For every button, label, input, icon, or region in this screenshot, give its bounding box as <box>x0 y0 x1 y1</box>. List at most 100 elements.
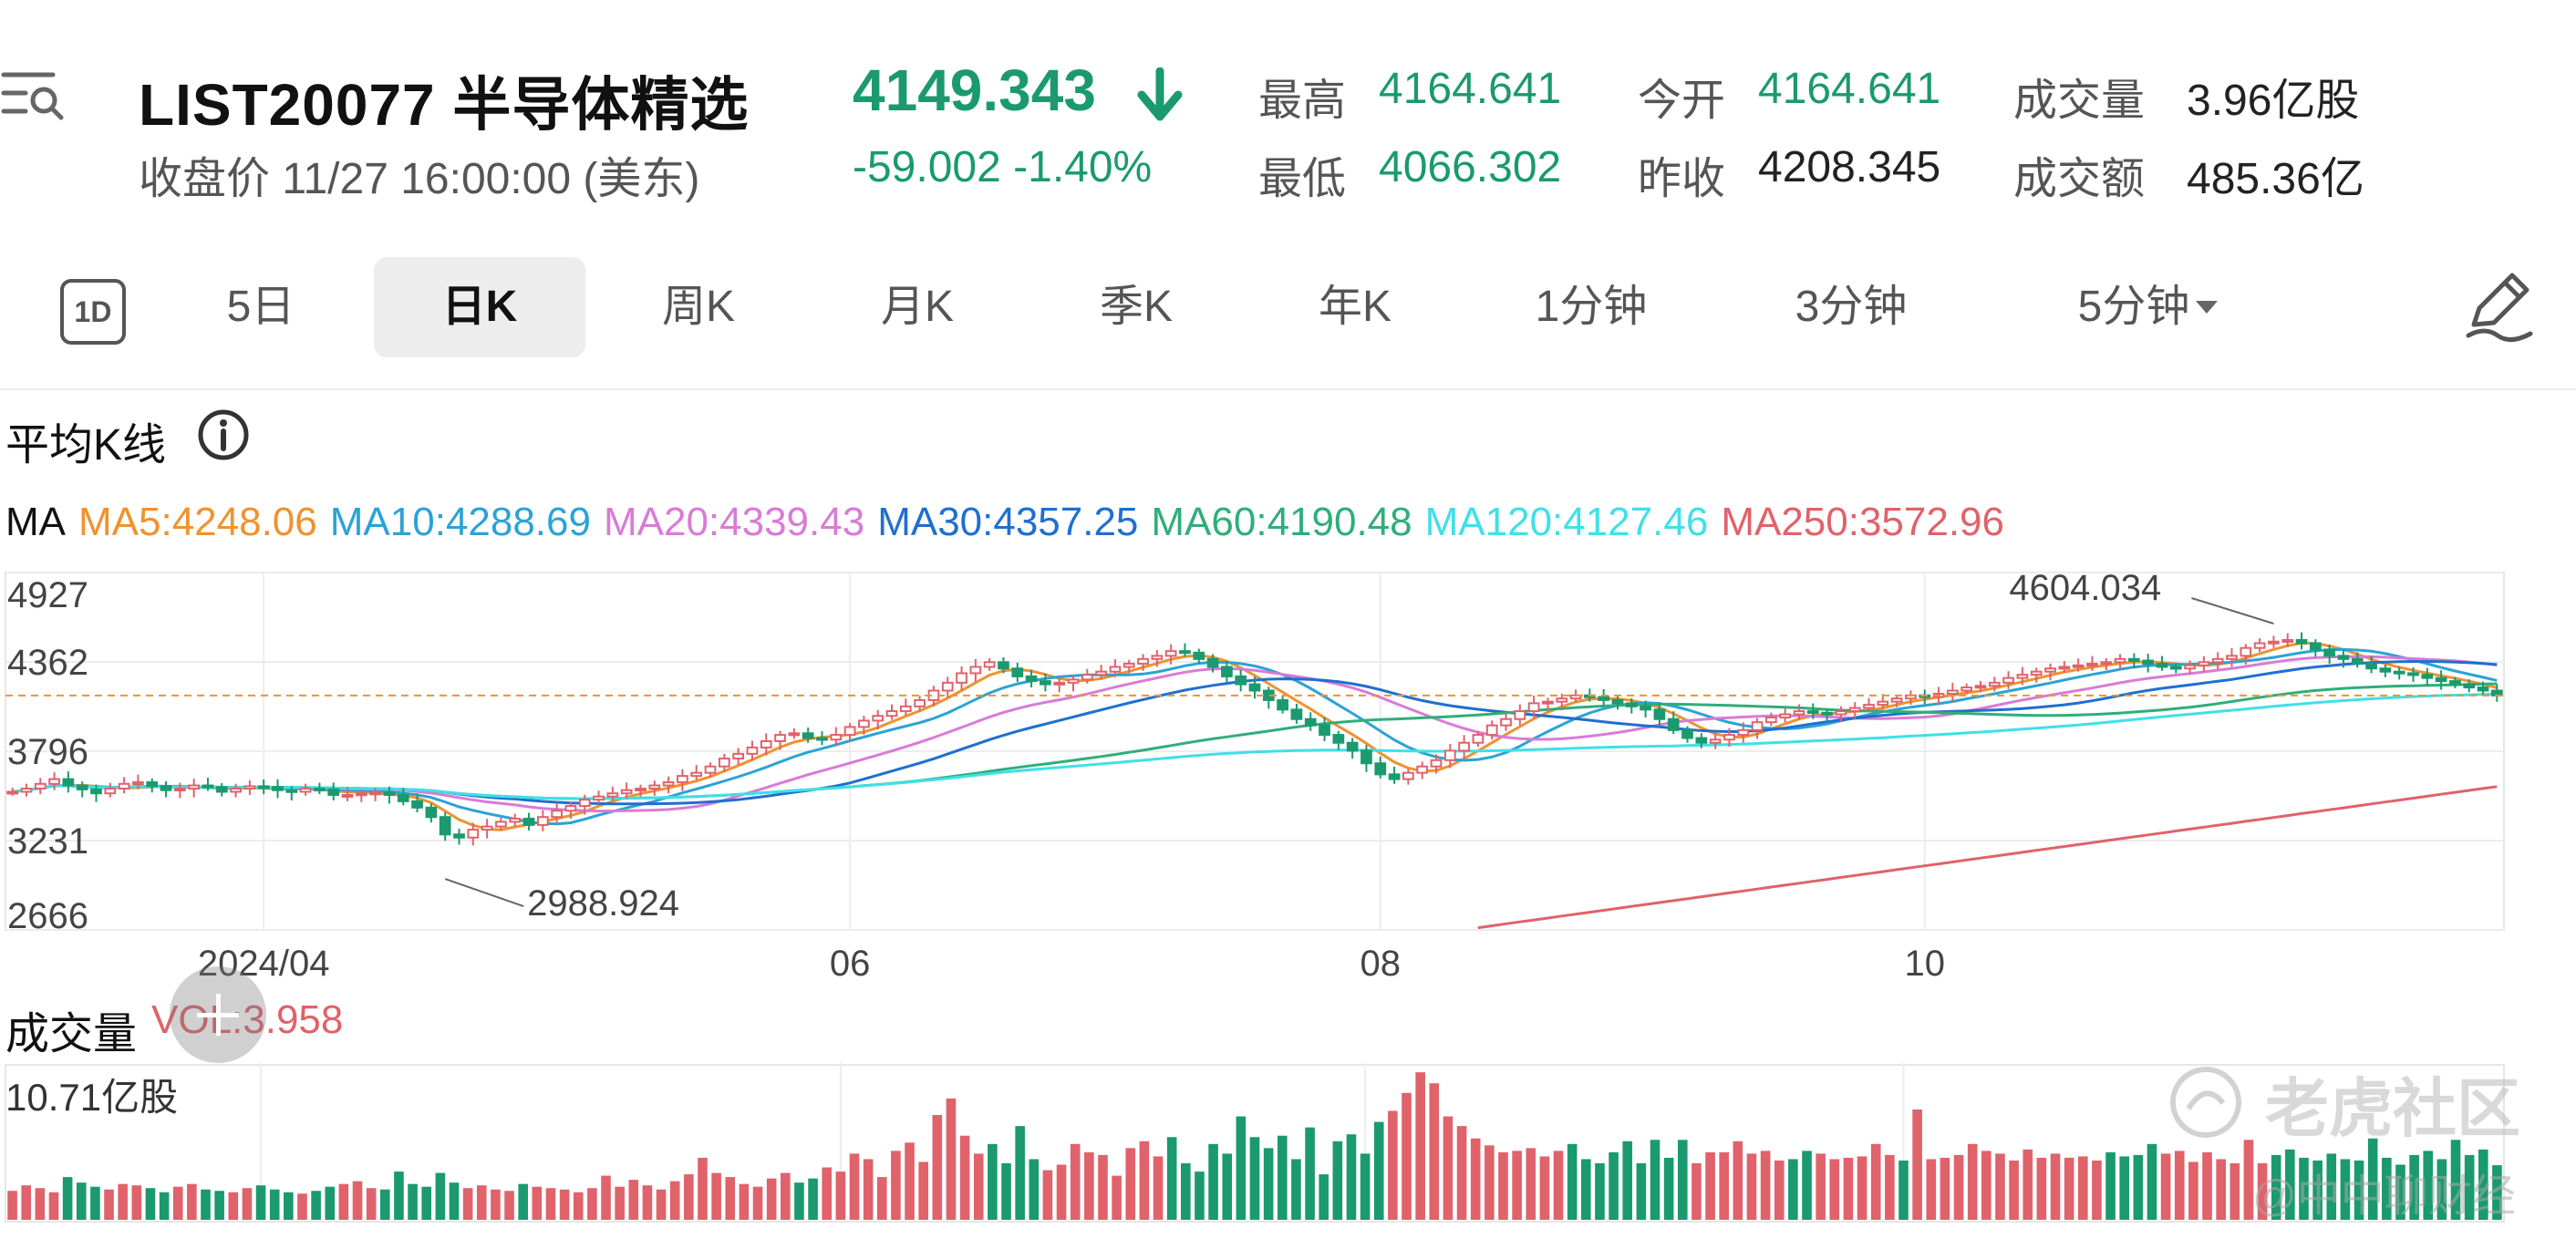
volume-bar <box>1098 1154 1108 1220</box>
volume-bar <box>1760 1151 1771 1220</box>
volume-bar <box>752 1186 763 1220</box>
volume-bar <box>2133 1154 2144 1220</box>
candle-body <box>1527 702 1540 713</box>
volume-bar <box>1829 1159 1840 1220</box>
candle-body <box>1695 737 1708 744</box>
candle-body <box>2337 655 2350 660</box>
tab-yearly-k[interactable]: 年K <box>1318 283 1392 331</box>
candle-body <box>2407 672 2419 676</box>
volume-bar <box>1373 1121 1384 1220</box>
volume-bar <box>876 1177 887 1220</box>
candle-body <box>2240 646 2252 657</box>
candle-body <box>635 788 647 792</box>
volume-bar <box>684 1174 694 1220</box>
candle-body <box>2016 674 2029 679</box>
volume-bar <box>2105 1151 2116 1220</box>
candle-body <box>1304 717 1317 727</box>
volume-bar <box>380 1189 390 1220</box>
volume-bar <box>1663 1157 1674 1220</box>
candle-body <box>314 788 326 792</box>
volume-bar <box>214 1191 224 1220</box>
tab-quarterly-k[interactable]: 季K <box>1099 283 1174 331</box>
candle-body <box>104 788 117 795</box>
candle-body <box>816 737 828 741</box>
volume-bar <box>2009 1160 2019 1220</box>
volume-bar <box>2036 1157 2047 1220</box>
volume-bar <box>988 1143 998 1220</box>
tab-daily-k[interactable]: 日K <box>374 257 585 357</box>
volume-bar <box>573 1192 584 1220</box>
candle-body <box>1556 697 1568 703</box>
volume-bar <box>2395 1164 2405 1220</box>
candle-body <box>173 788 186 792</box>
ma-label: MA <box>5 500 66 544</box>
tab-1min[interactable]: 1分钟 <box>1535 283 1648 331</box>
candle-body <box>2030 670 2043 676</box>
volume-bar <box>1056 1164 1067 1220</box>
volume-bar <box>2409 1154 2419 1220</box>
volume-bar <box>1388 1110 1398 1220</box>
caret-down-icon[interactable] <box>2194 299 2219 315</box>
volume-bar <box>698 1157 708 1220</box>
volume-bar <box>21 1185 32 1220</box>
prev-close-value: 4208.345 <box>1758 143 1941 191</box>
tab-5min[interactable]: 5分钟 <box>2077 283 2190 331</box>
volume-bar <box>1249 1137 1260 1220</box>
candle-body <box>1122 663 1135 668</box>
candle-body <box>2281 639 2294 644</box>
tab-weekly-k[interactable]: 周K <box>661 283 736 331</box>
candle-body <box>830 734 843 741</box>
candle-body <box>1164 650 1177 657</box>
candle-body <box>355 792 367 797</box>
x-tick-label: 10 <box>1904 944 1945 984</box>
candle-body <box>690 771 703 778</box>
annotation-label: 2988.924 <box>527 883 679 924</box>
price-chart[interactable]: 4927 4362 3796 3231 2666 2024/04 06 08 10 4604.03… <box>0 565 2576 985</box>
volume-bar <box>2160 1153 2171 1220</box>
tab-monthly-k[interactable]: 月K <box>880 283 955 331</box>
volume-chart[interactable] <box>0 1063 2576 1249</box>
add-indicator-button[interactable] <box>170 966 266 1063</box>
draw-pen-icon[interactable] <box>2461 266 2540 345</box>
search-list-icon[interactable] <box>0 60 66 126</box>
volume-bar <box>35 1188 46 1220</box>
tab-3min[interactable]: 3分钟 <box>1795 283 1908 331</box>
volume-bar <box>559 1189 570 1220</box>
price-change: -59.002 -1.40% <box>853 143 1153 191</box>
volume-bar <box>794 1182 804 1220</box>
candle-body <box>2072 664 2085 668</box>
watermark-handle: @中中聊财经 <box>2252 1172 2516 1221</box>
volume-bar <box>1636 1162 1647 1220</box>
volume-bar <box>1802 1151 1812 1220</box>
volume-bar <box>781 1172 791 1220</box>
info-icon[interactable] <box>197 408 250 461</box>
candle-body <box>243 785 256 790</box>
candle-body <box>1346 741 1359 752</box>
volume-bar <box>1208 1143 1218 1220</box>
candle-body <box>1221 666 1233 677</box>
volume-bar <box>242 1188 253 1220</box>
candle-body <box>383 791 396 796</box>
candle-body <box>536 816 549 826</box>
volume-bar <box>2174 1151 2185 1220</box>
tab-5d[interactable]: 5日 <box>226 283 295 331</box>
volume-bar <box>1277 1135 1288 1220</box>
candle-body <box>1500 717 1512 727</box>
candle-body <box>1179 650 1191 655</box>
volume-bar <box>2271 1154 2281 1220</box>
candle-body <box>118 782 130 790</box>
volume-bar <box>1319 1174 1329 1220</box>
volume-bar <box>1870 1143 1881 1220</box>
volume-bar <box>255 1185 266 1220</box>
volume-bar <box>1567 1143 1578 1220</box>
candle-body <box>76 784 88 790</box>
candle-body <box>2435 676 2447 683</box>
candle-body <box>285 789 298 793</box>
volume-bar <box>62 1177 73 1220</box>
tab-1d-icon[interactable]: 1D <box>60 279 126 345</box>
candle-body <box>1193 651 1205 660</box>
volume-current-value: VOL:3.958 <box>151 997 344 1042</box>
candle-body <box>1765 716 1777 724</box>
MA20-line <box>12 655 2498 813</box>
volume-bar <box>1139 1141 1150 1220</box>
